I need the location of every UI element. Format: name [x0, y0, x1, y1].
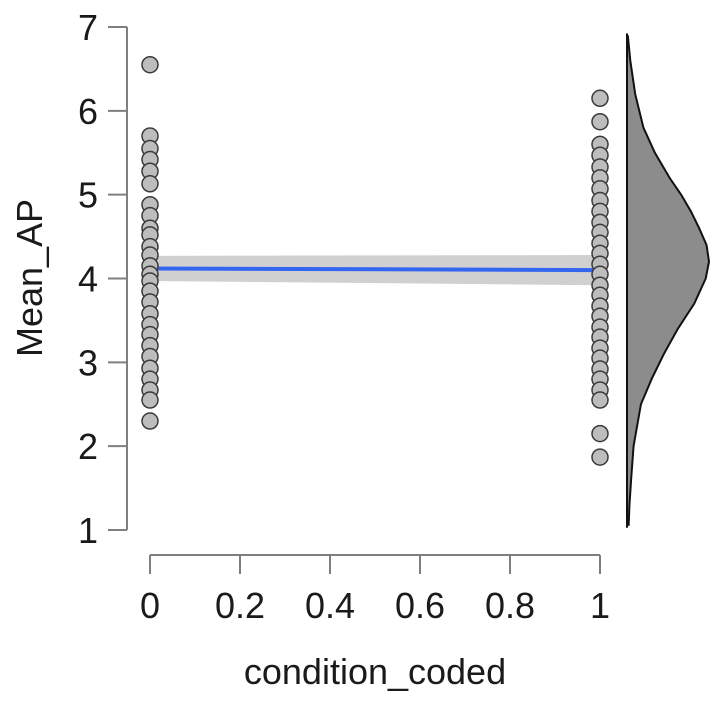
regression-line: [149, 266, 601, 273]
data-point: [591, 448, 609, 466]
density-area: [627, 35, 709, 526]
axes: 1 2 3 4 5 6 7 0 0.2 0.4 0.6 0.8 1: [78, 7, 610, 626]
data-point: [141, 391, 159, 409]
data-point: [591, 391, 609, 409]
x-tick-label: 0.2: [215, 585, 265, 626]
data-point: [141, 175, 159, 193]
x-axis-label: condition_coded: [244, 651, 506, 692]
data-point: [591, 112, 609, 131]
x-tick-label: 0: [140, 585, 160, 626]
x-tick-label: 0.6: [395, 585, 445, 626]
x-tick-label: 0.4: [305, 585, 355, 626]
y-axis-label: Mean_AP: [9, 199, 50, 357]
data-point: [141, 412, 159, 430]
scatter-points: [141, 55, 609, 466]
y-tick-label: 3: [78, 342, 98, 383]
y-tick-label: 7: [78, 7, 98, 48]
density-plot: [626, 33, 710, 528]
data-point: [591, 424, 609, 443]
y-tick-label: 2: [78, 426, 98, 467]
x-tick-label: 0.8: [485, 585, 535, 626]
density-outline: [626, 35, 710, 526]
y-tick-label: 5: [78, 175, 98, 216]
data-point: [141, 55, 159, 74]
x-tick-label: 1: [590, 585, 610, 626]
y-tick-label: 6: [78, 91, 98, 132]
data-point: [591, 89, 609, 108]
y-tick-label: 4: [78, 259, 98, 300]
y-tick-label: 1: [78, 510, 98, 551]
regression-line-path: [149, 266, 601, 273]
